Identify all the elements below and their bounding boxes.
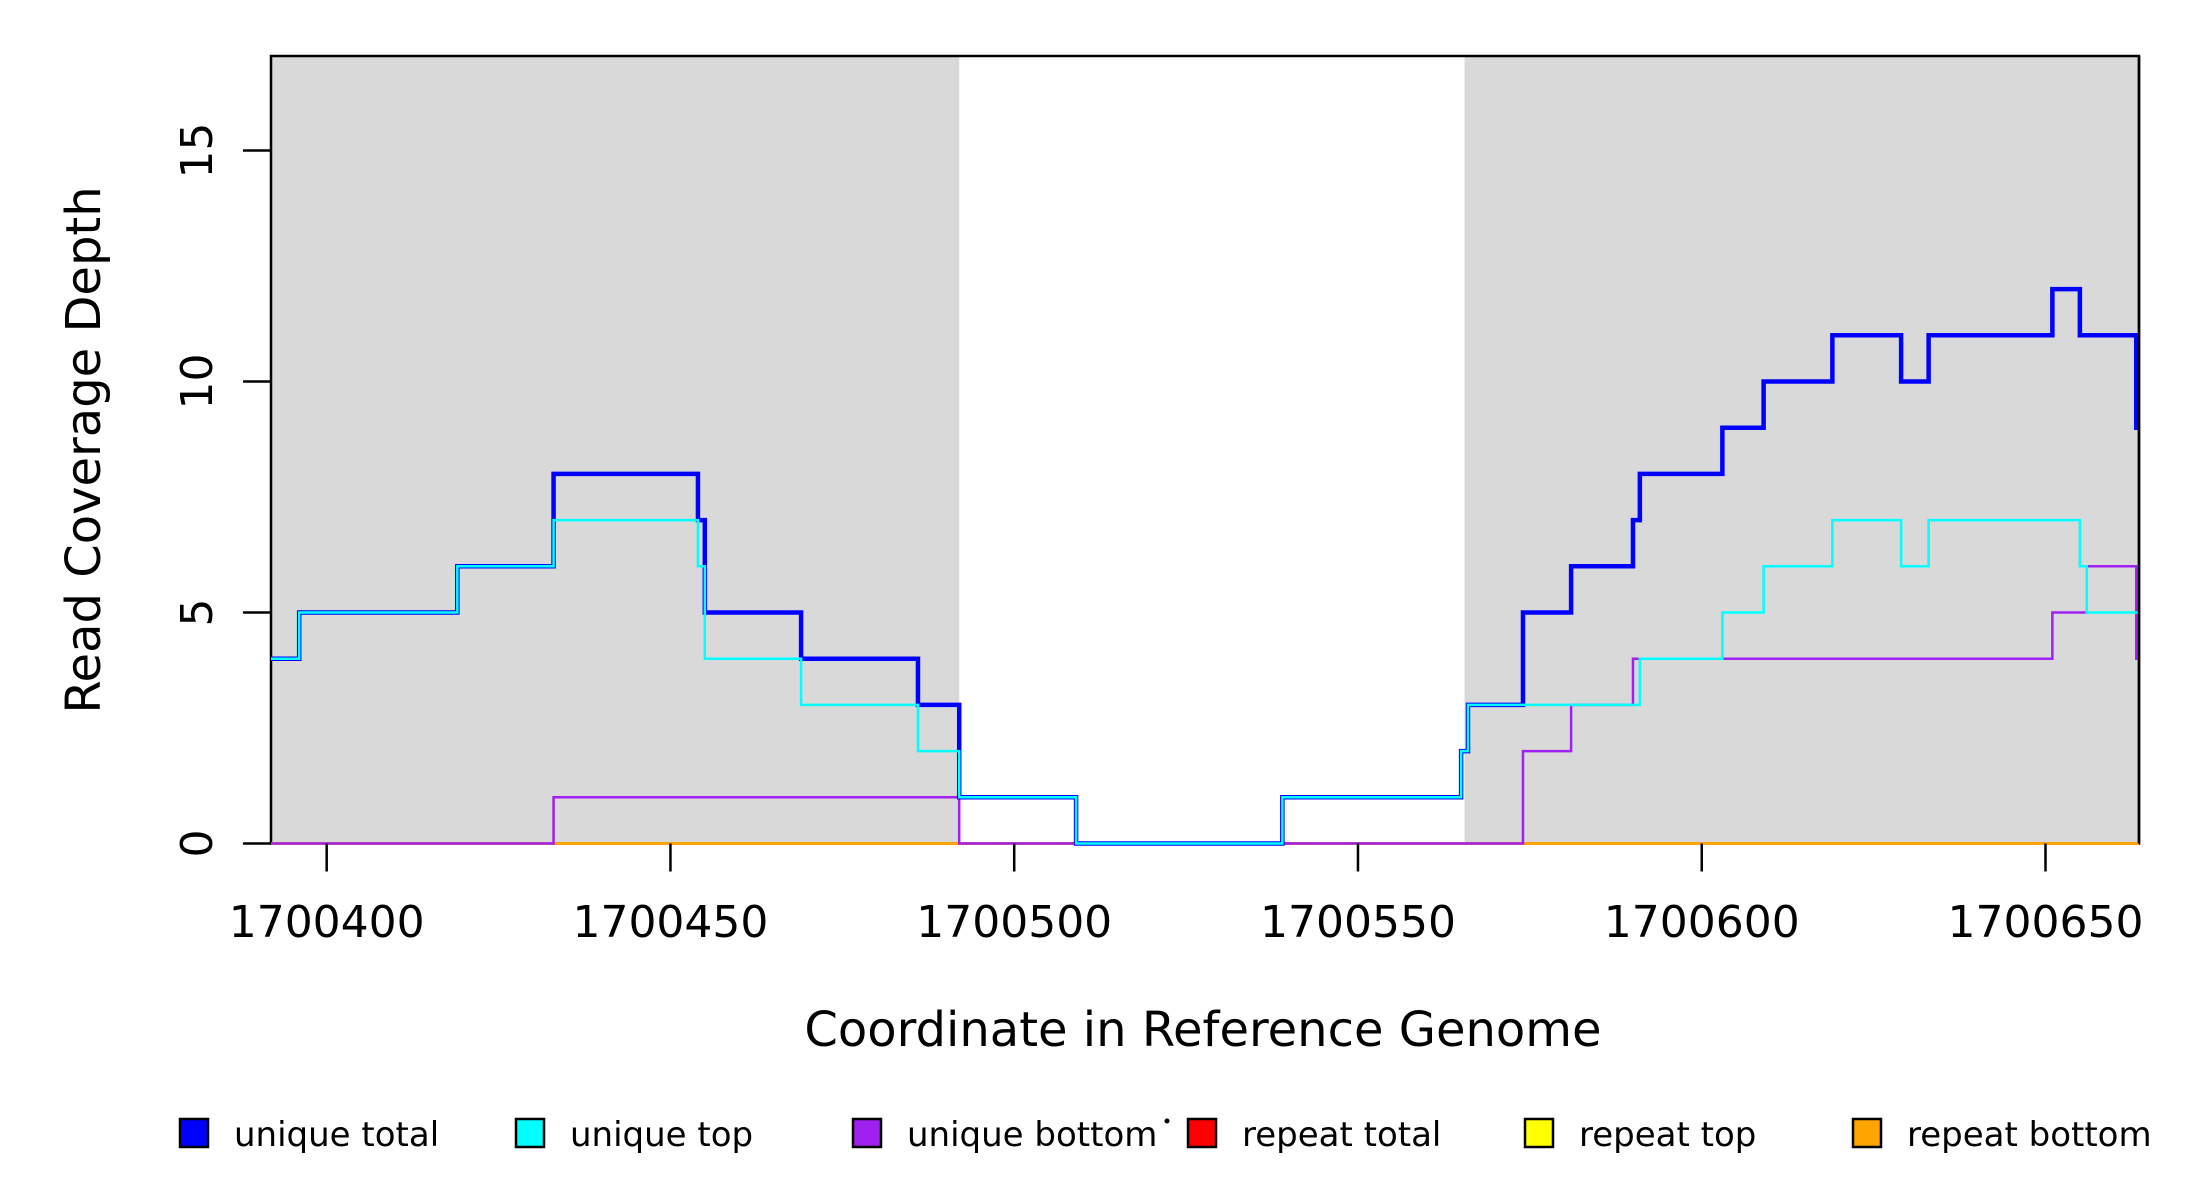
legend-item-repeat-total: repeat total <box>1186 1115 1441 1155</box>
repeat-region-shading <box>271 56 2139 844</box>
series-unique-top <box>271 518 2139 845</box>
x-tick-label: 1700550 <box>1260 897 1456 948</box>
x-tick-label: 1700600 <box>1604 897 1800 948</box>
legend-label: unique bottom <box>907 1115 1157 1155</box>
legend-swatch <box>1523 1117 1555 1149</box>
repeat-region-right <box>1464 56 2139 844</box>
legend-item-repeat-top: repeat top <box>1523 1115 1756 1155</box>
legend-swatch <box>851 1117 883 1149</box>
legend-item-repeat-bottom: repeat bottom <box>1851 1115 2152 1155</box>
legend: unique total unique top unique bottom repea… <box>178 1115 2152 1155</box>
legend-label: repeat bottom <box>1907 1115 2152 1155</box>
legend-label: repeat total <box>1242 1115 1441 1155</box>
annotations <box>1164 1118 1170 1124</box>
stray-dot <box>1164 1118 1170 1124</box>
x-axis-title: Coordinate in Reference Genome <box>804 1002 1601 1058</box>
legend-label: unique top <box>570 1115 753 1155</box>
legend-swatch <box>178 1117 210 1149</box>
legend-label: repeat top <box>1579 1115 1756 1155</box>
axes: 1700400 1700450 1700500 1700550 1700600 17006… <box>172 123 2143 949</box>
legend-item-unique-bottom: unique bottom <box>851 1115 1157 1155</box>
x-tick-label: 1700400 <box>229 897 425 948</box>
legend-swatch <box>514 1117 546 1149</box>
legend-item-unique-top: unique top <box>514 1115 753 1155</box>
y-tick-label: 10 <box>172 354 223 410</box>
legend-swatch <box>1851 1117 1883 1149</box>
legend-item-unique-total: unique total <box>178 1115 439 1155</box>
x-tick-label: 1700500 <box>916 897 1112 948</box>
y-tick-label: 5 <box>172 599 223 627</box>
legend-swatch <box>1186 1117 1218 1149</box>
x-tick-label: 1700450 <box>572 897 768 948</box>
repeat-region-left <box>271 56 960 844</box>
legend-label: unique total <box>234 1115 439 1155</box>
y-axis-title: Read Coverage Depth <box>56 186 112 713</box>
x-tick-label: 1700650 <box>1948 897 2144 948</box>
y-tick-label: 0 <box>172 830 223 858</box>
y-tick-label: 15 <box>172 123 223 179</box>
coverage-lines <box>271 286 2139 846</box>
